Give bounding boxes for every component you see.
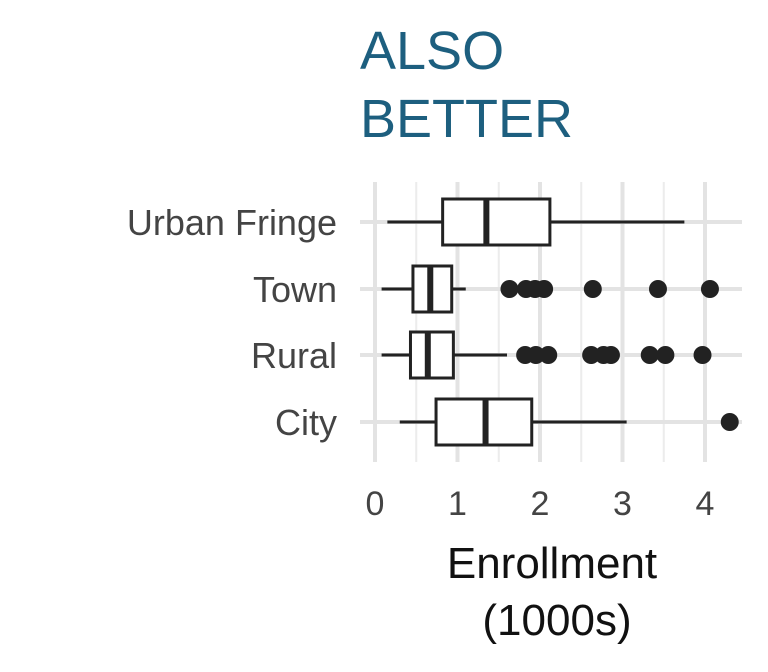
category-label: Urban Fringe bbox=[127, 202, 337, 243]
x-tick-labels: 0 1 2 3 4 bbox=[366, 485, 715, 523]
outlier-point bbox=[582, 346, 601, 364]
outlier-point bbox=[500, 280, 519, 298]
outlier-point bbox=[648, 280, 667, 298]
chart-title-line-1: ALSO bbox=[360, 21, 505, 81]
outlier-point bbox=[526, 346, 545, 364]
box-city bbox=[399, 397, 739, 447]
box-rural bbox=[381, 330, 712, 380]
outlier-point bbox=[640, 346, 659, 364]
x-tick-label: 3 bbox=[613, 485, 632, 523]
x-tick-label: 2 bbox=[531, 485, 550, 523]
outlier-point bbox=[656, 346, 675, 364]
box-urban-fringe bbox=[387, 197, 685, 247]
category-label: Rural bbox=[251, 335, 337, 376]
outlier-point bbox=[583, 280, 602, 298]
outlier-point bbox=[700, 280, 719, 298]
x-axis-title-line-2: (1000s) bbox=[482, 596, 631, 645]
box-group bbox=[381, 197, 739, 447]
x-axis-title-line-1: Enrollment bbox=[447, 539, 657, 588]
outlier-point bbox=[535, 280, 554, 298]
iqr-box bbox=[408, 330, 455, 380]
x-tick-label: 0 bbox=[366, 485, 385, 523]
x-tick-label: 1 bbox=[448, 485, 467, 523]
box-town bbox=[381, 264, 719, 314]
grid-lines bbox=[360, 182, 742, 462]
category-labels: Urban Fringe Town Rural City bbox=[127, 202, 337, 443]
outlier-point bbox=[601, 346, 620, 364]
category-label: City bbox=[275, 402, 337, 443]
category-label: Town bbox=[253, 269, 337, 310]
outlier-point bbox=[720, 413, 739, 431]
chart-title-line-2: BETTER bbox=[360, 89, 574, 149]
outlier-point bbox=[693, 346, 712, 364]
x-tick-label: 4 bbox=[696, 485, 715, 523]
iqr-box bbox=[441, 197, 552, 247]
outlier-point bbox=[539, 346, 558, 364]
